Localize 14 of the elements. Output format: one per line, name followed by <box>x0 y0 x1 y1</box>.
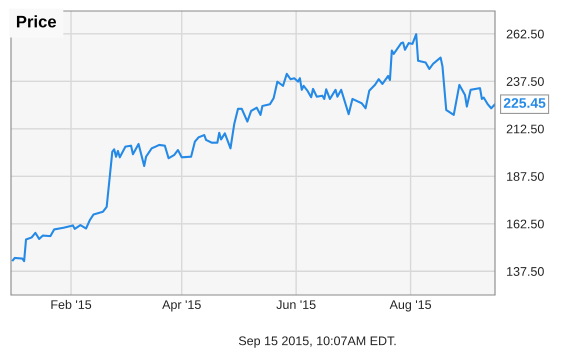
y-tick-label: 262.50 <box>506 30 544 38</box>
y-tick-label: 162.50 <box>507 220 544 228</box>
y-tick-label: 237.50 <box>506 77 544 86</box>
text: Sep 15 2015, 10:07AM EDT. <box>238 336 396 348</box>
x-tick-label: Jun '15 <box>276 300 316 310</box>
x-tick-label: Apr '15 <box>162 300 201 312</box>
y-tick-label: 187.50 <box>507 172 544 181</box>
y-tick-label: 212.50 <box>506 124 544 134</box>
x-tick-label: Feb '15 <box>51 300 92 310</box>
chart-title: Price <box>16 15 56 28</box>
y-tick-label: 137.50 <box>507 267 544 276</box>
line-series <box>12 33 495 262</box>
x-tick-label: Aug '15 <box>390 300 432 312</box>
data-label: 225.45 <box>504 98 546 108</box>
